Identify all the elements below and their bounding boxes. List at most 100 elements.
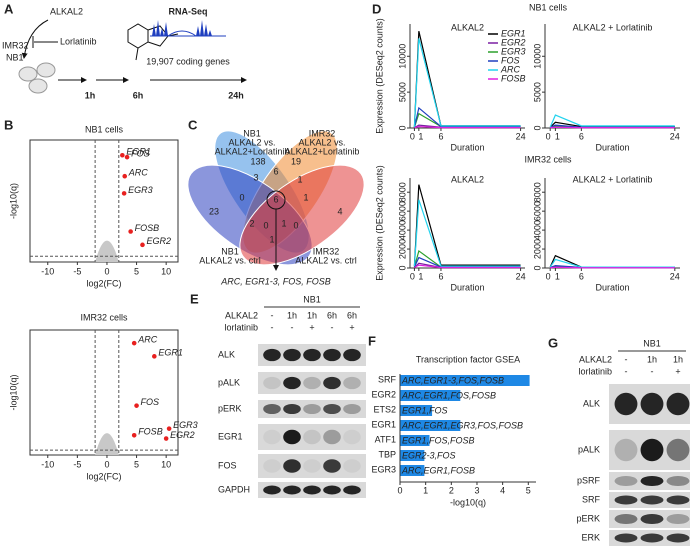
lane-label: -	[291, 322, 294, 332]
lane-label: 6h	[347, 310, 357, 320]
band	[303, 459, 321, 473]
gene-list: ARC,EGR1,FOSB	[401, 465, 475, 475]
lane-label: +	[309, 322, 314, 332]
x-tick-label: 6	[438, 271, 443, 281]
y-tick-label: 0	[532, 265, 542, 270]
x-tick-label: 0	[410, 271, 415, 281]
y-axis-label: Expression (DESeq2 counts)	[374, 165, 384, 281]
panel-label: A	[4, 1, 14, 16]
treatment-label: lorlatinib	[578, 366, 612, 376]
band	[323, 348, 341, 362]
y-tick-label: 4000	[532, 220, 542, 240]
band	[283, 429, 301, 445]
y-tick-label: 5000	[397, 82, 407, 102]
lane-label: -	[331, 322, 334, 332]
band	[283, 485, 301, 495]
plot-title: ALKAL2	[451, 22, 484, 32]
x-tick-label: -5	[73, 459, 81, 469]
region-count: 1	[303, 192, 308, 202]
bar	[400, 405, 433, 416]
gene-label: ARC	[137, 335, 158, 345]
timepoint: 1h	[85, 90, 96, 100]
x-tick-label: 24	[516, 131, 526, 141]
region-count: 1	[281, 218, 286, 228]
category-label: EGR3	[371, 464, 396, 474]
panel-label: G	[548, 335, 558, 350]
x-tick-label: -5	[73, 266, 81, 276]
legend-label: FOS	[501, 55, 520, 65]
gene-list: ARC,EGR1-3,FOS,FOSB	[401, 375, 504, 385]
bar	[400, 420, 461, 431]
gene-point	[128, 229, 133, 234]
x-axis-label: Duration	[450, 282, 484, 292]
region-count: 0	[239, 192, 244, 202]
blot-label: ALK	[583, 398, 600, 408]
band	[263, 403, 281, 415]
treatment-label: ALKAL2	[579, 354, 612, 364]
gene-list: EGR1,FOS,FOSB	[402, 435, 475, 445]
bar	[400, 465, 425, 476]
band	[283, 376, 301, 390]
gene-label: FOS	[141, 397, 160, 407]
null-cloud	[95, 433, 119, 455]
plot-title: NB1 cells	[85, 124, 124, 134]
blot-label: pERK	[576, 513, 600, 523]
gene-point	[124, 154, 130, 160]
cell-line: IMR32	[2, 40, 29, 50]
gene-list: EGR2-3,FOS	[402, 450, 456, 460]
band	[343, 429, 361, 445]
band	[323, 429, 341, 445]
lane-label: 1h	[287, 310, 297, 320]
x-tick-label: 0	[546, 131, 551, 141]
band	[614, 495, 638, 505]
null-cloud	[95, 240, 119, 262]
gene-label: FOSB	[138, 427, 163, 437]
set-label: ALKAL2 vs. ctrl	[199, 255, 261, 265]
series-line	[549, 121, 675, 128]
x-tick-label: 5	[134, 459, 139, 469]
band	[323, 403, 341, 415]
timepoint: 6h	[133, 90, 144, 100]
ligand: ALKAL2	[50, 6, 83, 16]
category-label: SRF	[378, 374, 397, 384]
x-axis-label: Duration	[595, 282, 629, 292]
gene-label: ARC	[128, 168, 149, 178]
gene-point	[122, 173, 128, 179]
set-label: ALKAL2 vs. ctrl	[295, 255, 357, 265]
lane-label: 1h	[307, 310, 317, 320]
blot	[258, 400, 366, 418]
x-tick-label: 6	[579, 271, 584, 281]
legend-label: EGR1	[501, 28, 526, 38]
band	[666, 495, 690, 505]
band	[283, 459, 301, 473]
series-line	[413, 112, 521, 128]
chart-title: Transcription factor GSEA	[416, 354, 520, 364]
gene-label: EGR3	[173, 420, 198, 430]
blot-label: EGR1	[218, 431, 243, 441]
y-tick-label: 0	[532, 125, 542, 130]
lane-label: +	[675, 366, 680, 376]
x-tick-label: 0	[546, 271, 551, 281]
y-tick-label: 8000	[532, 182, 542, 202]
blot	[258, 372, 366, 394]
band	[343, 485, 361, 495]
gene-list: ARC,EGR1,FOS,FOSB	[401, 390, 496, 400]
lane-label: 6h	[327, 310, 337, 320]
set-label: IMR32	[309, 128, 336, 138]
blot-label: FOS	[218, 460, 237, 470]
y-axis-label: -log10(q)	[8, 183, 18, 219]
panel-label: D	[372, 1, 381, 16]
cell-line: NB1	[303, 294, 321, 304]
group-title: NB1 cells	[529, 2, 568, 12]
y-tick-label: 4000	[397, 220, 407, 240]
band	[640, 533, 664, 543]
set-label: IMR32	[313, 246, 340, 256]
gene-label: EGR2	[170, 430, 195, 440]
x-tick-label: 24	[670, 271, 680, 281]
bar	[400, 435, 430, 446]
legend-label: FOSB	[501, 73, 526, 83]
plot-title: ALKAL2 + Lorlatinib	[573, 22, 653, 32]
panel-label: F	[368, 333, 376, 348]
set-label: NB1	[243, 128, 261, 138]
x-tick-label: 0	[397, 485, 402, 495]
